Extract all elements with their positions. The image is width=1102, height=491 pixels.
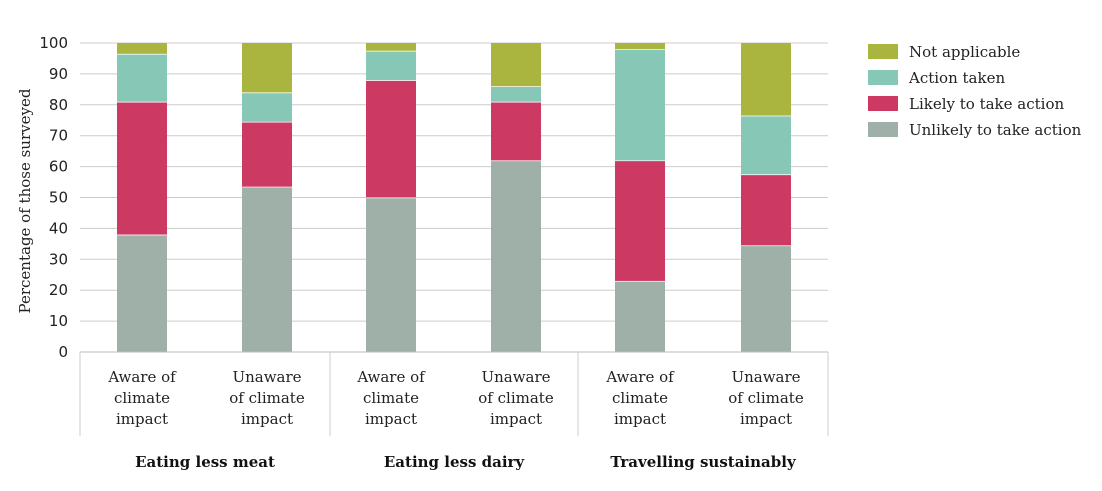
legend-label: Not applicable — [909, 43, 1020, 61]
bar-segment — [117, 43, 167, 54]
bar-segment — [741, 115, 791, 175]
y-tick-label: 10 — [49, 312, 68, 330]
y-axis-title: Percentage of those surveyed — [16, 88, 34, 313]
legend-swatch — [868, 44, 898, 59]
y-tick-label: 60 — [49, 158, 68, 176]
bar-segment — [741, 245, 791, 352]
bar-segment — [491, 43, 541, 87]
bar-segment — [366, 43, 416, 51]
legend-swatch — [868, 122, 898, 137]
bar-segment — [242, 186, 292, 352]
legend-label: Action taken — [908, 69, 1005, 87]
bar-segment — [366, 197, 416, 352]
bar-segment — [615, 49, 665, 161]
legend-label: Unlikely to take action — [909, 121, 1082, 139]
y-tick-label: 30 — [49, 250, 68, 268]
y-tick-label: 100 — [39, 34, 68, 52]
category-label: Unaware of climate impact — [478, 368, 554, 428]
bar-segment — [242, 92, 292, 122]
legend: Not applicable Action taken Likely to take… — [868, 43, 1082, 139]
category-label: Unaware of climate impact — [229, 368, 305, 428]
bar-segment — [366, 80, 416, 198]
bar-segment — [615, 280, 665, 352]
legend-swatch — [868, 96, 898, 111]
bar-segment — [741, 174, 791, 246]
bar-segment — [117, 234, 167, 352]
y-tick-label: 90 — [49, 65, 68, 83]
bar-segment — [117, 53, 167, 102]
bar-segment — [615, 160, 665, 281]
grid-lines — [80, 42, 828, 353]
bars — [117, 43, 791, 352]
bar-segment — [491, 160, 541, 352]
category-label: Aware of climate impact — [605, 368, 675, 428]
bar-segment — [117, 101, 167, 235]
bar-segment — [366, 50, 416, 81]
category-label: Aware of climate impact — [107, 368, 177, 428]
y-tick-label: 70 — [49, 127, 68, 145]
group-label: Eating less dairy — [384, 453, 526, 471]
legend-label: Likely to take action — [909, 95, 1064, 113]
group-label: Travelling sustainably — [610, 453, 797, 471]
bar-segment — [741, 43, 791, 116]
bar-segment — [491, 101, 541, 161]
bar-segment — [242, 121, 292, 187]
y-tick-label: 20 — [49, 281, 68, 299]
x-axis: Aware of climate impact Unaware of climate im… — [79, 351, 829, 471]
legend-swatch — [868, 70, 898, 85]
y-tick-label: 50 — [49, 189, 68, 207]
group-label: Eating less meat — [135, 453, 275, 471]
category-label: Unaware of climate impact — [728, 368, 804, 428]
y-tick-label: 0 — [58, 343, 68, 361]
y-tick-label: 80 — [49, 96, 68, 114]
category-label: Aware of climate impact — [356, 368, 426, 428]
y-axis-ticks: 0 10 20 30 40 50 60 70 80 90 100 — [39, 34, 68, 361]
bar-segment — [615, 43, 665, 50]
bar-segment — [491, 86, 541, 102]
y-tick-label: 40 — [49, 219, 68, 237]
bar-segment — [242, 43, 292, 93]
